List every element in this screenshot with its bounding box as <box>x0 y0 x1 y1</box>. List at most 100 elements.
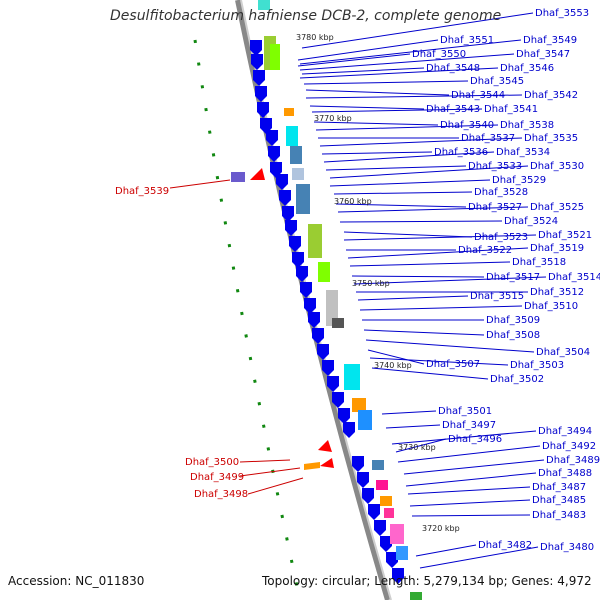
leader-line-3539 <box>169 179 231 189</box>
right-label-dhaf-3527[interactable]: Dhaf_3527 <box>468 202 522 213</box>
right-label-dhaf-3537[interactable]: Dhaf_3537 <box>461 133 515 144</box>
right-label-dhaf-3547[interactable]: Dhaf_3547 <box>516 49 570 60</box>
connector-line <box>359 305 523 311</box>
right-label-dhaf-3529[interactable]: Dhaf_3529 <box>492 175 546 186</box>
right-label-dhaf-3551[interactable]: Dhaf_3551 <box>440 35 494 46</box>
right-label-dhaf-3489[interactable]: Dhaf_3489 <box>546 455 600 466</box>
right-label-dhaf-3504[interactable]: Dhaf_3504 <box>536 347 590 358</box>
leader-line-3500 <box>239 459 291 463</box>
connector-line <box>301 12 534 49</box>
right-label-dhaf-3503[interactable]: Dhaf_3503 <box>510 360 564 371</box>
right-label-dhaf-3536[interactable]: Dhaf_3536 <box>434 147 488 158</box>
kbp-tick-3770: 3770 kbp <box>314 114 352 123</box>
right-label-dhaf-3548[interactable]: Dhaf_3548 <box>426 63 480 74</box>
right-label-dhaf-3530[interactable]: Dhaf_3530 <box>530 161 584 172</box>
connector-line <box>407 486 531 495</box>
gene-3499-box <box>304 462 320 470</box>
right-label-dhaf-3522[interactable]: Dhaf_3522 <box>458 245 512 256</box>
connector-line <box>301 67 425 75</box>
connector-line <box>299 67 499 79</box>
right-label-dhaf-3550[interactable]: Dhaf_3550 <box>412 49 466 60</box>
right-label-dhaf-3508[interactable]: Dhaf_3508 <box>486 330 540 341</box>
right-label-dhaf-3546[interactable]: Dhaf_3546 <box>500 63 554 74</box>
right-label-dhaf-3538[interactable]: Dhaf_3538 <box>500 120 554 131</box>
gene-3539-arrow <box>250 168 265 180</box>
connector-line <box>315 124 499 131</box>
connector-line <box>305 94 523 99</box>
right-label-dhaf-3517[interactable]: Dhaf_3517 <box>486 272 540 283</box>
connector-line <box>357 295 469 301</box>
left-label-3499[interactable]: Dhaf_3499 <box>190 472 244 483</box>
gene-3500-arrow <box>318 440 332 452</box>
right-label-dhaf-3525[interactable]: Dhaf_3525 <box>530 202 584 213</box>
connector-line <box>343 234 537 241</box>
right-label-dhaf-3480[interactable]: Dhaf_3480 <box>540 542 594 553</box>
right-label-dhaf-3514[interactable]: Dhaf_3514 <box>548 272 600 283</box>
connector-line <box>385 424 441 429</box>
kbp-tick-3740: 3740 kbp <box>374 361 412 370</box>
right-label-dhaf-3502[interactable]: Dhaf_3502 <box>490 374 544 385</box>
right-label-dhaf-3518[interactable]: Dhaf_3518 <box>512 257 566 268</box>
connector-line <box>313 121 439 126</box>
connector-line <box>367 349 425 365</box>
right-label-dhaf-3549[interactable]: Dhaf_3549 <box>523 35 577 46</box>
right-label-dhaf-3528[interactable]: Dhaf_3528 <box>474 187 528 198</box>
right-label-dhaf-3534[interactable]: Dhaf_3534 <box>496 147 550 158</box>
connector-line <box>319 137 523 147</box>
right-label-dhaf-3501[interactable]: Dhaf_3501 <box>438 406 492 417</box>
right-label-dhaf-3496[interactable]: Dhaf_3496 <box>448 434 502 445</box>
right-label-dhaf-3483[interactable]: Dhaf_3483 <box>532 510 586 521</box>
right-label-dhaf-3512[interactable]: Dhaf_3512 <box>530 287 584 298</box>
right-label-dhaf-3523[interactable]: Dhaf_3523 <box>474 232 528 243</box>
connector-line <box>339 220 503 223</box>
connector-line <box>403 459 545 475</box>
connector-line <box>325 165 467 171</box>
connector-line <box>395 438 447 453</box>
connector-line <box>305 89 450 96</box>
leader-line-3499 <box>239 467 301 477</box>
right-label-dhaf-3521[interactable]: Dhaf_3521 <box>538 230 592 241</box>
left-label-3500[interactable]: Dhaf_3500 <box>185 457 239 468</box>
right-label-dhaf-3494[interactable]: Dhaf_3494 <box>538 426 592 437</box>
connector-line <box>411 514 531 517</box>
right-label-dhaf-3533[interactable]: Dhaf_3533 <box>468 161 522 172</box>
right-label-dhaf-3541[interactable]: Dhaf_3541 <box>484 104 538 115</box>
connector-line <box>309 105 425 110</box>
left-label-3498[interactable]: Dhaf_3498 <box>194 489 248 500</box>
annotation-blocks <box>258 0 422 600</box>
right-label-dhaf-3553[interactable]: Dhaf_3553 <box>535 8 589 19</box>
right-label-dhaf-3509[interactable]: Dhaf_3509 <box>486 315 540 326</box>
connector-line <box>299 39 522 65</box>
right-label-dhaf-3497[interactable]: Dhaf_3497 <box>442 420 496 431</box>
minus-strand-guide <box>193 39 302 600</box>
connector-line <box>303 80 469 85</box>
connector-line <box>321 151 433 155</box>
right-label-dhaf-3510[interactable]: Dhaf_3510 <box>524 301 578 312</box>
connector-line <box>297 39 439 61</box>
connector-line <box>363 329 485 336</box>
right-label-dhaf-3544[interactable]: Dhaf_3544 <box>451 90 505 101</box>
right-label-dhaf-3535[interactable]: Dhaf_3535 <box>524 133 578 144</box>
right-label-dhaf-3524[interactable]: Dhaf_3524 <box>504 216 558 227</box>
kbp-tick-3780: 3780 kbp <box>296 33 334 42</box>
right-label-dhaf-3519[interactable]: Dhaf_3519 <box>530 243 584 254</box>
connector-line <box>351 275 485 278</box>
connector-line <box>329 165 529 179</box>
right-label-dhaf-3543[interactable]: Dhaf_3543 <box>426 104 480 115</box>
connector-line <box>343 231 473 238</box>
right-label-dhaf-3540[interactable]: Dhaf_3540 <box>440 120 494 131</box>
connector-line <box>353 276 547 285</box>
kbp-tick-3720: 3720 kbp <box>422 524 460 533</box>
right-label-dhaf-3482[interactable]: Dhaf_3482 <box>478 540 532 551</box>
label-connectors <box>297 12 547 569</box>
right-label-dhaf-3487[interactable]: Dhaf_3487 <box>532 482 586 493</box>
right-label-dhaf-3545[interactable]: Dhaf_3545 <box>470 76 524 87</box>
right-label-dhaf-3488[interactable]: Dhaf_3488 <box>538 468 592 479</box>
connector-line <box>311 108 483 113</box>
right-label-dhaf-3485[interactable]: Dhaf_3485 <box>532 495 586 506</box>
right-label-dhaf-3492[interactable]: Dhaf_3492 <box>542 441 596 452</box>
left-label-3539[interactable]: Dhaf_3539 <box>115 186 169 197</box>
right-label-dhaf-3507[interactable]: Dhaf_3507 <box>426 359 480 370</box>
right-label-dhaf-3542[interactable]: Dhaf_3542 <box>524 90 578 101</box>
right-label-dhaf-3515[interactable]: Dhaf_3515 <box>470 291 524 302</box>
